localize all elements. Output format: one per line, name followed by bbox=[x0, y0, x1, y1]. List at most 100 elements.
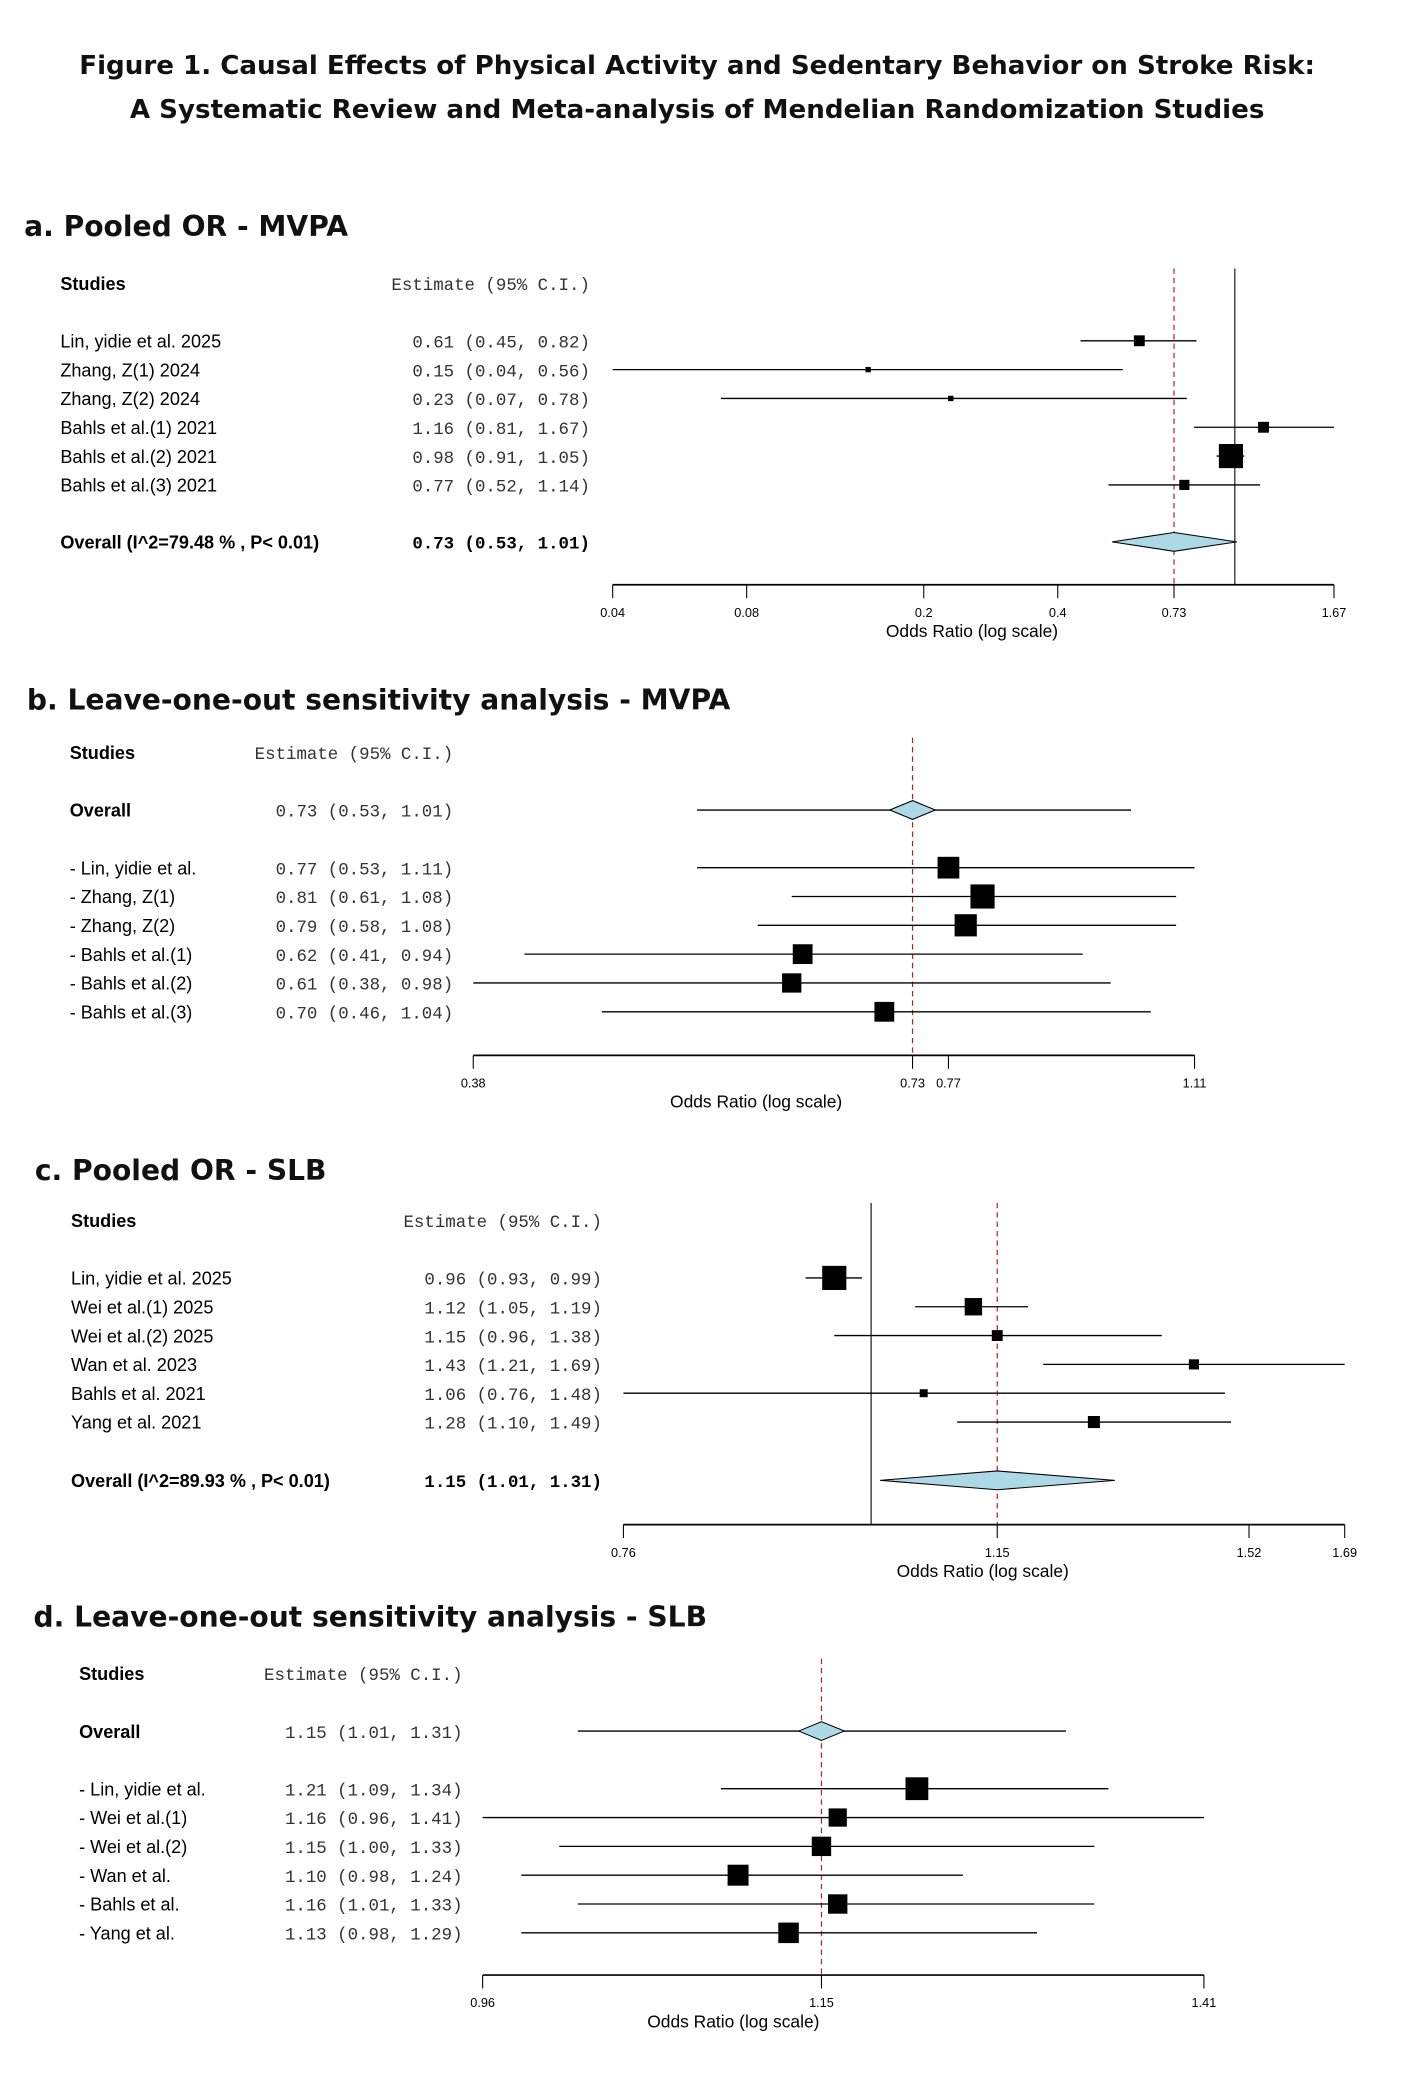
study-label: - Zhang, Z(1) bbox=[70, 887, 176, 907]
forest-panel-b: b. Leave-one-out sensitivity analysis - … bbox=[27, 683, 1207, 1111]
studies-header: Studies bbox=[79, 1664, 144, 1684]
x-tick-label: 1.11 bbox=[1183, 1076, 1207, 1091]
study-label: - Bahls et al.(1) bbox=[70, 945, 193, 965]
point-estimate-box bbox=[964, 1298, 983, 1316]
study-label: Zhang, Z(2) 2024 bbox=[60, 389, 200, 409]
point-estimate-box bbox=[778, 1922, 799, 1944]
x-tick-label: 1.67 bbox=[1322, 605, 1347, 620]
estimate-header: Estimate (95% C.I.) bbox=[255, 745, 453, 765]
x-tick-label: 1.15 bbox=[985, 1545, 1010, 1560]
x-tick-label: 0.38 bbox=[461, 1076, 486, 1091]
x-tick-label: 1.41 bbox=[1192, 1995, 1217, 2010]
overall-diamond bbox=[888, 800, 937, 820]
point-estimate-box bbox=[727, 1864, 749, 1886]
study-estimate: 0.77 (0.53, 1.11) bbox=[276, 860, 454, 880]
point-estimate-box bbox=[948, 395, 954, 402]
overall-label: Overall bbox=[79, 1722, 140, 1742]
point-estimate-box bbox=[865, 366, 871, 373]
point-estimate-box bbox=[1087, 1416, 1100, 1429]
point-estimate-box bbox=[991, 1330, 1003, 1341]
forest-panel-a: a. Pooled OR - MVPA Studies Estimate (95% … bbox=[24, 210, 1346, 641]
study-label: - Lin, yidie et al. bbox=[70, 858, 197, 878]
overall-diamond bbox=[1112, 531, 1237, 552]
x-tick-label: 0.96 bbox=[470, 1995, 495, 2010]
point-estimate-box bbox=[1218, 444, 1244, 469]
study-estimate: 1.12 (1.05, 1.19) bbox=[424, 1299, 602, 1319]
study-estimate: 0.96 (0.93, 0.99) bbox=[424, 1271, 602, 1291]
study-label: - Bahls et al. bbox=[79, 1895, 179, 1915]
study-estimate: 0.70 (0.46, 1.04) bbox=[276, 1004, 454, 1024]
study-label: - Bahls et al.(3) bbox=[70, 1002, 193, 1022]
overall-label: Overall (I^2=79.48 % , P< 0.01) bbox=[60, 533, 319, 553]
point-estimate-box bbox=[874, 1001, 895, 1022]
point-estimate-box bbox=[782, 973, 802, 993]
x-tick-label: 0.73 bbox=[1162, 605, 1187, 620]
x-axis-title: Odds Ratio (log scale) bbox=[670, 1092, 842, 1112]
panel-title: b. Leave-one-out sensitivity analysis - … bbox=[27, 683, 731, 716]
study-estimate: 0.15 (0.04, 0.56) bbox=[412, 362, 590, 382]
forest-panel-d: d. Leave-one-out sensitivity analysis - … bbox=[34, 1600, 1217, 2031]
x-axis-title: Odds Ratio (log scale) bbox=[897, 1561, 1069, 1581]
studies-header: Studies bbox=[71, 1211, 136, 1231]
panel-title: d. Leave-one-out sensitivity analysis - … bbox=[34, 1600, 708, 1633]
study-estimate: 0.79 (0.58, 1.08) bbox=[276, 918, 454, 938]
study-label: Bahls et al.(2) 2021 bbox=[60, 447, 217, 467]
studies-header: Studies bbox=[70, 743, 135, 763]
overall-diamond bbox=[797, 1721, 846, 1742]
study-label: Wan et al. 2023 bbox=[71, 1355, 197, 1375]
x-tick-label: 1.52 bbox=[1237, 1545, 1262, 1560]
study-label: - Wei et al.(1) bbox=[79, 1808, 187, 1828]
x-tick-label: 0.04 bbox=[600, 605, 625, 620]
study-label: Lin, yidie et al. 2025 bbox=[71, 1269, 232, 1289]
study-label: - Bahls et al.(2) bbox=[70, 974, 193, 994]
study-estimate: 1.15 (0.96, 1.38) bbox=[424, 1328, 602, 1348]
x-axis-title: Odds Ratio (log scale) bbox=[886, 621, 1058, 641]
study-estimate: 0.98 (0.91, 1.05) bbox=[412, 449, 590, 469]
x-tick-label: 0.77 bbox=[936, 1076, 961, 1091]
overall-label: Overall (I^2=89.93 % , P< 0.01) bbox=[71, 1471, 330, 1491]
study-label: - Lin, yidie et al. bbox=[79, 1779, 206, 1799]
study-estimate: 1.10 (0.98, 1.24) bbox=[285, 1868, 463, 1888]
point-estimate-box bbox=[811, 1836, 832, 1857]
study-label: Wei et al.(1) 2025 bbox=[71, 1297, 213, 1317]
panel-title: a. Pooled OR - MVPA bbox=[24, 210, 348, 243]
point-estimate-box bbox=[954, 914, 977, 937]
overall-diamond bbox=[880, 1470, 1115, 1491]
overall-estimate: 1.15 (1.01, 1.31) bbox=[424, 1473, 602, 1493]
estimate-header: Estimate (95% C.I.) bbox=[403, 1213, 601, 1233]
study-estimate: 1.16 (0.96, 1.41) bbox=[285, 1810, 463, 1830]
study-label: Zhang, Z(1) 2024 bbox=[60, 360, 200, 380]
study-label: - Wei et al.(2) bbox=[79, 1837, 187, 1857]
x-tick-label: 1.15 bbox=[809, 1995, 834, 2010]
study-estimate: 0.61 (0.38, 0.98) bbox=[276, 976, 454, 996]
study-label: Yang et al. 2021 bbox=[71, 1413, 201, 1433]
point-estimate-box bbox=[919, 1389, 928, 1398]
point-estimate-box bbox=[937, 856, 960, 879]
studies-header: Studies bbox=[60, 274, 125, 294]
estimate-header: Estimate (95% C.I.) bbox=[264, 1666, 462, 1686]
x-tick-label: 0.2 bbox=[915, 605, 933, 620]
point-estimate-box bbox=[792, 944, 813, 965]
study-estimate: 1.15 (1.00, 1.33) bbox=[285, 1839, 463, 1859]
study-estimate: 0.61 (0.45, 0.82) bbox=[412, 333, 590, 353]
study-estimate: 1.13 (0.98, 1.29) bbox=[285, 1926, 463, 1946]
study-estimate: 1.28 (1.10, 1.49) bbox=[424, 1415, 602, 1435]
overall-estimate: 1.15 (1.01, 1.31) bbox=[285, 1724, 463, 1744]
study-label: Bahls et al.(3) 2021 bbox=[60, 476, 217, 496]
point-estimate-box bbox=[828, 1894, 848, 1914]
point-estimate-box bbox=[822, 1265, 847, 1290]
study-estimate: 1.16 (0.81, 1.67) bbox=[412, 420, 590, 440]
study-estimate: 0.62 (0.41, 0.94) bbox=[276, 947, 454, 967]
overall-label: Overall bbox=[70, 801, 131, 821]
forest-panel-c: c. Pooled OR - SLB Studies Estimate (95% C… bbox=[35, 1154, 1357, 1581]
x-tick-label: 0.4 bbox=[1049, 605, 1067, 620]
study-estimate: 1.43 (1.21, 1.69) bbox=[424, 1357, 602, 1377]
estimate-header: Estimate (95% C.I.) bbox=[391, 276, 589, 296]
point-estimate-box bbox=[1258, 421, 1269, 433]
figure-title-line1: Figure 1. Causal Effects of Physical Act… bbox=[79, 51, 1315, 81]
point-estimate-box bbox=[970, 884, 995, 909]
overall-estimate: 0.73 (0.53, 1.01) bbox=[276, 803, 454, 823]
x-tick-label: 0.08 bbox=[734, 605, 759, 620]
x-tick-label: 1.69 bbox=[1332, 1545, 1357, 1560]
